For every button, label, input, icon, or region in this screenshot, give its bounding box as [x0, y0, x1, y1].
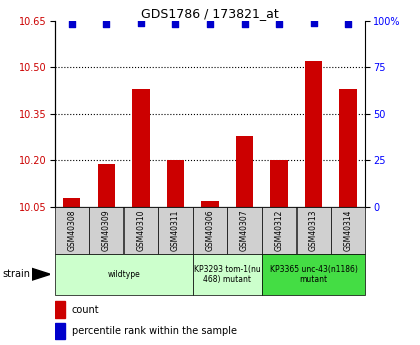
Bar — [55, 302, 66, 318]
Point — [241, 22, 248, 27]
Point — [310, 20, 317, 25]
Bar — [297, 207, 331, 254]
Point — [138, 20, 144, 25]
Text: KP3293 tom-1(nu
468) mutant: KP3293 tom-1(nu 468) mutant — [194, 265, 261, 284]
Text: percentile rank within the sample: percentile rank within the sample — [72, 326, 237, 336]
Title: GDS1786 / 173821_at: GDS1786 / 173821_at — [141, 7, 279, 20]
Bar — [236, 136, 253, 207]
Bar — [55, 254, 192, 295]
Bar — [228, 207, 262, 254]
Text: GSM40309: GSM40309 — [102, 209, 111, 251]
Point — [68, 22, 75, 27]
Text: GSM40314: GSM40314 — [344, 209, 353, 251]
Bar — [124, 207, 158, 254]
Bar — [63, 198, 81, 207]
Polygon shape — [32, 268, 50, 280]
Bar — [339, 89, 357, 207]
Bar — [158, 207, 192, 254]
Text: GSM40308: GSM40308 — [67, 209, 76, 251]
Bar — [193, 254, 262, 295]
Bar — [305, 61, 322, 207]
Bar — [89, 207, 123, 254]
Point — [207, 22, 213, 27]
Text: GSM40310: GSM40310 — [136, 209, 145, 251]
Text: count: count — [72, 305, 99, 315]
Text: GSM40311: GSM40311 — [171, 210, 180, 251]
Bar — [331, 207, 365, 254]
Text: wildtype: wildtype — [107, 270, 140, 279]
Bar — [55, 207, 89, 254]
Text: GSM40313: GSM40313 — [309, 209, 318, 251]
Point — [276, 22, 282, 27]
Point — [172, 22, 179, 27]
Bar — [55, 323, 66, 339]
Text: strain: strain — [2, 269, 30, 279]
Point — [103, 22, 110, 27]
Bar — [167, 160, 184, 207]
Bar — [270, 160, 288, 207]
Bar — [201, 201, 219, 207]
Bar — [193, 207, 227, 254]
Text: GSM40307: GSM40307 — [240, 209, 249, 251]
Bar — [98, 164, 115, 207]
Bar — [132, 89, 150, 207]
Bar — [262, 254, 365, 295]
Text: GSM40306: GSM40306 — [205, 209, 215, 251]
Bar — [262, 207, 296, 254]
Text: GSM40312: GSM40312 — [275, 210, 284, 251]
Point — [345, 22, 352, 27]
Text: KP3365 unc-43(n1186)
mutant: KP3365 unc-43(n1186) mutant — [270, 265, 357, 284]
